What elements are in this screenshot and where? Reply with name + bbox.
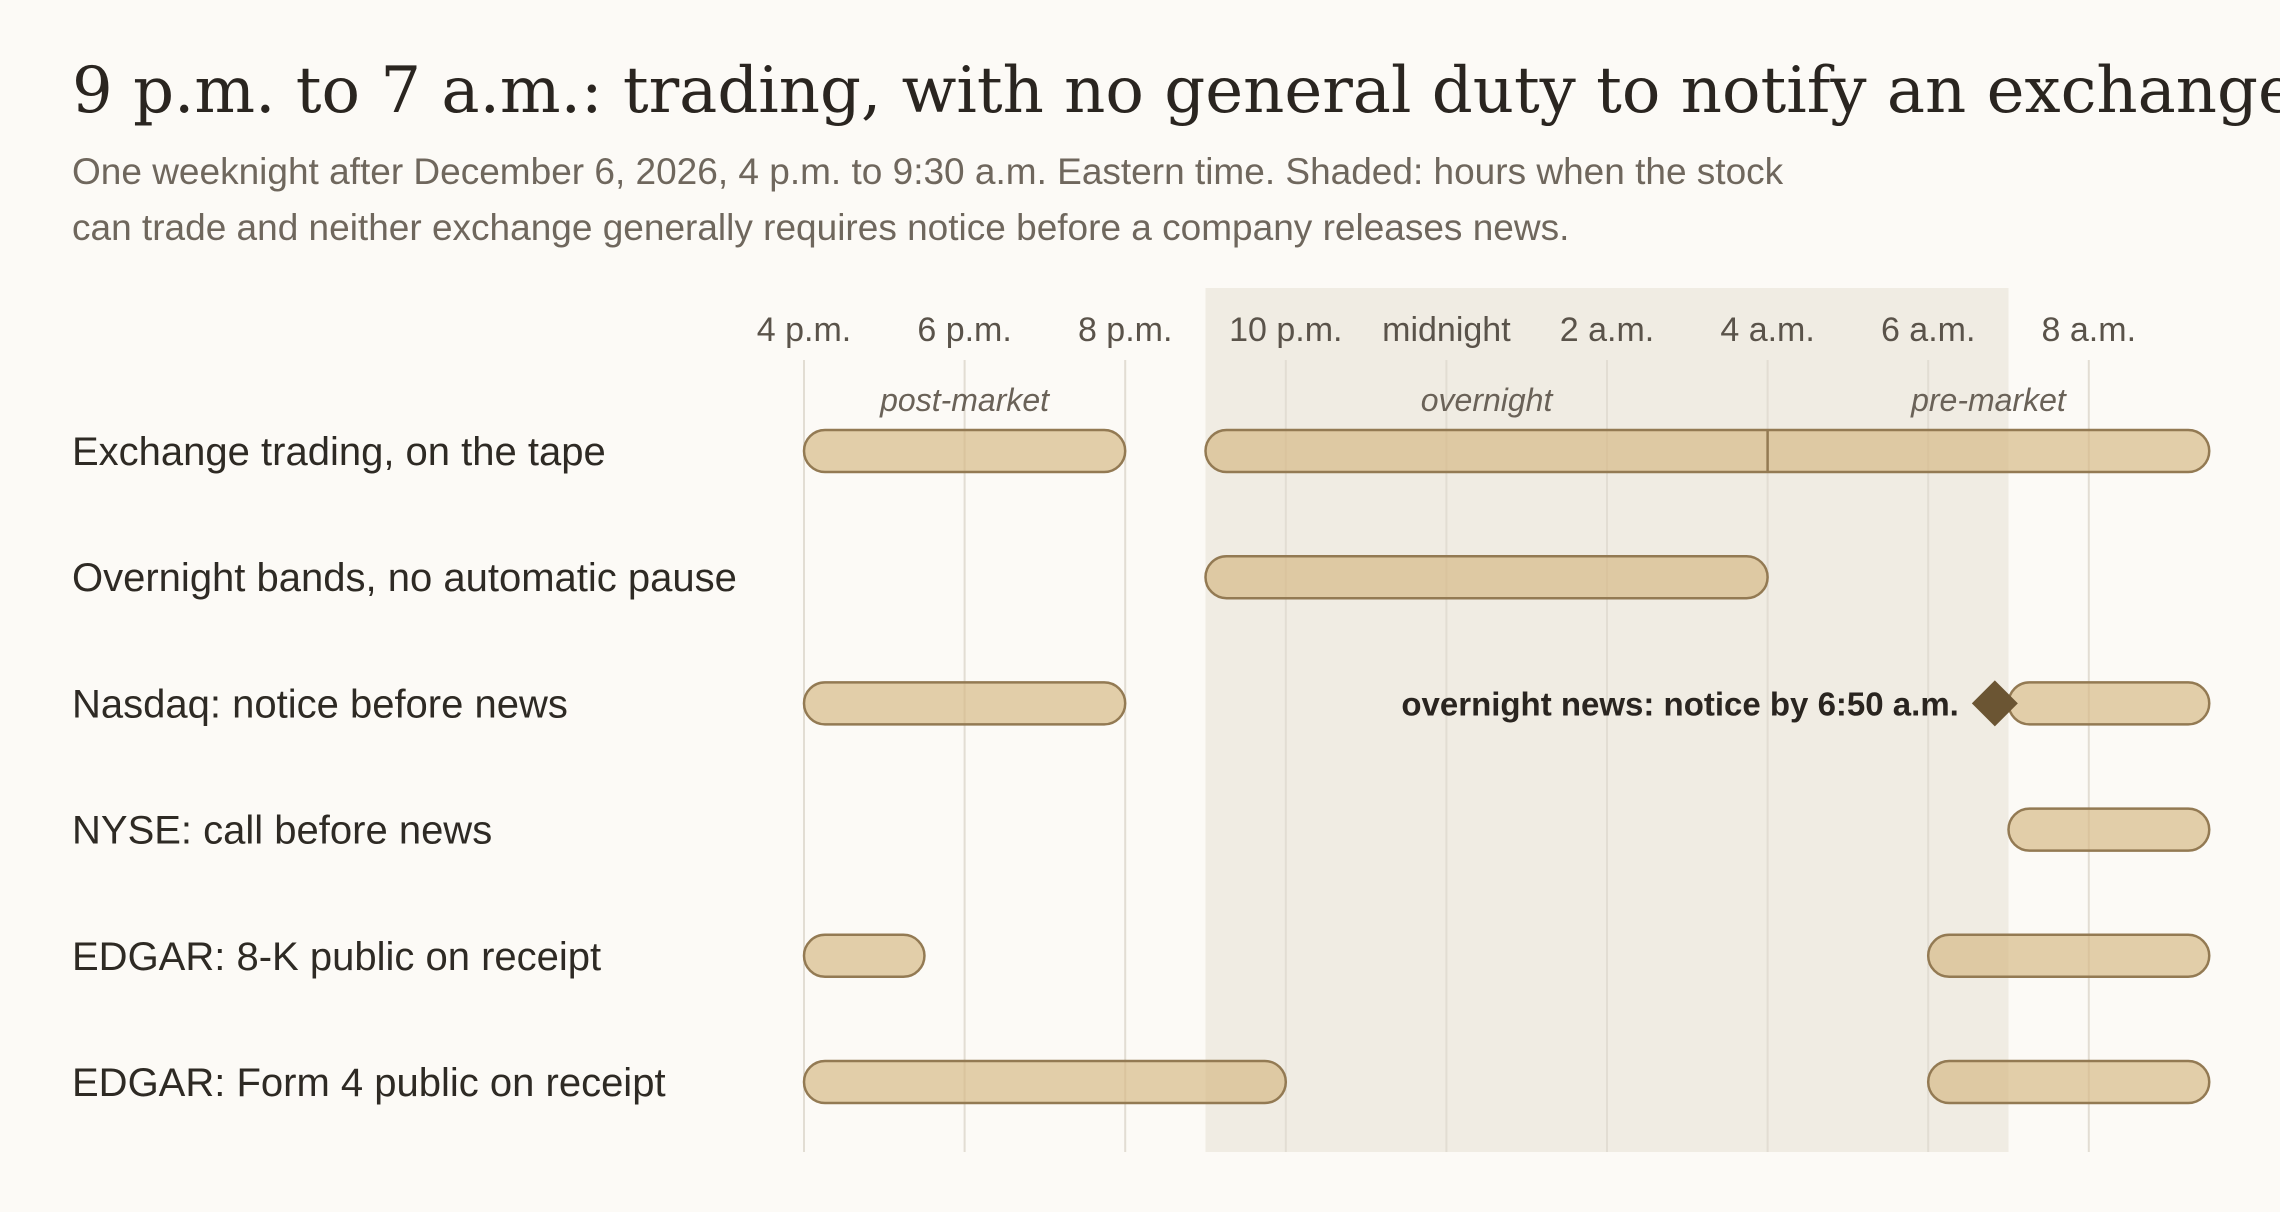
row-layer: Exchange trading, on the tape Overnight b… [72,428,2211,1105]
timeline-row: Overnight bands, no automatic pause [72,554,1769,600]
chart-subtitle-line-1: One weeknight after December 6, 2026, 4 … [72,151,1784,192]
x-tick-label: 10 p.m. [1229,311,1342,349]
x-tick-label: 8 p.m. [1078,311,1172,349]
timeline-bar [802,681,1127,726]
timeline-row: NYSE: call before news [72,807,2211,853]
timeline-bar [1926,933,2211,979]
timeline-row: Exchange trading, on the tape [72,428,2211,474]
tick-label-layer: 4 p.m. 6 p.m. 8 p.m. 10 p.m. midnight 2 a.m. 4… [757,311,2136,349]
x-tick-label: 8 a.m. [2042,311,2136,349]
session-label-layer: post-market overnight pre-market [879,382,2067,418]
x-tick-label: midnight [1382,311,1511,349]
annotation-label: overnight news: notice by 6:50 a.m. [1401,685,1958,722]
timeline-bar [802,933,926,979]
timeline-row: EDGAR: Form 4 public on receipt [72,1059,2211,1105]
row-label: EDGAR: 8-K public on receipt [72,935,601,979]
notice-deadline-marker [1971,680,2018,727]
row-label: EDGAR: Form 4 public on receipt [72,1061,666,1105]
x-tick-label: 6 a.m. [1881,311,1975,349]
row-label: Overnight bands, no automatic pause [72,556,737,600]
gridline-layer [803,360,2090,1152]
chart-subtitle-line-2: can trade and neither exchange generally… [72,207,1569,248]
timeline-row: Nasdaq: notice before news [72,681,2211,726]
timeline-bar [2007,681,2211,726]
timeline-row: EDGAR: 8-K public on receipt [72,933,2211,979]
timeline-bar [802,428,1127,474]
annotation-layer: overnight news: notice by 6:50 a.m. [1401,680,2018,727]
session-label: pre-market [1910,382,2067,418]
timeline-bar [1204,554,1769,600]
timeline-bar [2007,807,2211,852]
timeline-bar [1926,1059,2211,1105]
row-label: Nasdaq: notice before news [72,682,568,726]
session-label: overnight [1421,382,1554,418]
row-label: Exchange trading, on the tape [72,430,606,474]
x-tick-label: 4 p.m. [757,311,851,349]
x-tick-label: 4 a.m. [1720,311,1814,349]
row-label: NYSE: call before news [72,809,492,853]
session-label: post-market [879,382,1050,418]
timeline-bar [802,1059,1288,1105]
chart-title: 9 p.m. to 7 a.m.: trading, with no gener… [72,54,2280,128]
timeline-bar [1204,428,2211,474]
x-tick-label: 2 a.m. [1560,311,1654,349]
x-tick-label: 6 p.m. [917,311,1011,349]
